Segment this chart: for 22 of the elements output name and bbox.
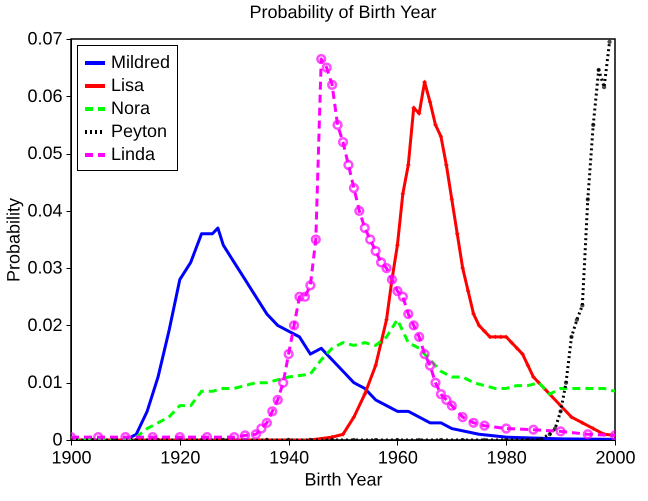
x-tick-label: 2000 (595, 448, 636, 468)
legend-label: Mildred (111, 52, 170, 72)
x-tick-label: 1900 (51, 448, 92, 468)
y-tick-label: 0.06 (27, 86, 62, 106)
y-tick-label: 0.07 (27, 28, 62, 48)
legend-label: Lisa (111, 75, 146, 95)
y-tick-label: 0.04 (27, 200, 62, 220)
y-tick-label: 0.03 (27, 258, 62, 278)
legend-label: Nora (111, 98, 152, 118)
x-tick-label: 1920 (160, 448, 200, 468)
y-tick-label: 0.02 (27, 314, 62, 335)
x-axis-title: Birth Year (304, 470, 383, 490)
y-tick-label: 0.01 (27, 372, 62, 392)
legend-label: Linda (111, 144, 156, 164)
y-tick-label: 0 (52, 430, 62, 450)
x-tick-label: 1940 (269, 448, 310, 468)
chart-title: Probability of Birth Year (249, 2, 437, 22)
legend-label: Peyton (111, 121, 168, 141)
y-axis-title: Probability (3, 198, 24, 282)
x-tick-label: 1980 (486, 448, 527, 468)
y-tick-label: 0.05 (27, 143, 62, 164)
x-tick-label: 1960 (378, 448, 418, 468)
